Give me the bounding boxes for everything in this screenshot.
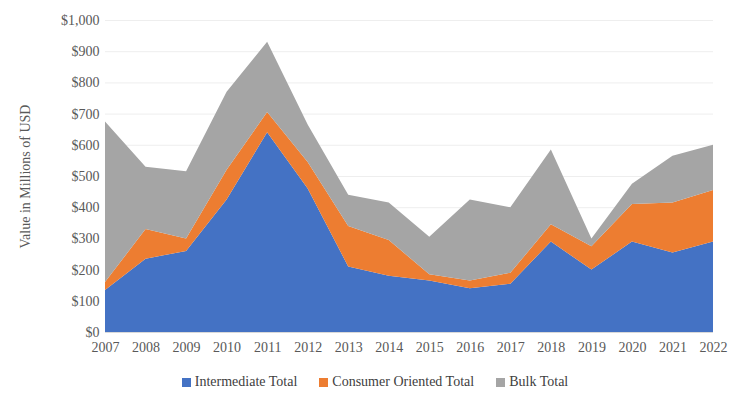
svg-text:2015: 2015 — [416, 340, 444, 355]
svg-text:2018: 2018 — [537, 340, 565, 355]
html-text:Bulk Total: Bulk Total — [509, 374, 569, 389]
svg-text:$500: $500 — [72, 169, 100, 184]
svg-text:$1,000: $1,000 — [61, 13, 100, 28]
html-text:Consumer Oriented Total: Consumer Oriented Total — [332, 374, 475, 389]
svg-text:Value in Millions of USD: Value in Millions of USD — [18, 105, 33, 249]
svg-text:2021: 2021 — [659, 340, 687, 355]
svg-text:2016: 2016 — [456, 340, 484, 355]
svg-text:2008: 2008 — [132, 340, 160, 355]
svg-text:2012: 2012 — [294, 340, 322, 355]
svg-text:$400: $400 — [72, 200, 100, 215]
svg-text:$700: $700 — [72, 107, 100, 122]
svg-text:2022: 2022 — [700, 340, 728, 355]
svg-text:2017: 2017 — [497, 340, 525, 355]
svg-text:2011: 2011 — [254, 340, 281, 355]
svg-text:2010: 2010 — [213, 340, 241, 355]
svg-text:$0: $0 — [86, 325, 100, 340]
html-text:Intermediate Total: Intermediate Total — [194, 374, 298, 389]
svg-text:2009: 2009 — [173, 340, 201, 355]
svg-text:$300: $300 — [72, 231, 100, 246]
svg-text:2013: 2013 — [335, 340, 363, 355]
svg-text:2007: 2007 — [92, 340, 120, 355]
svg-text:$200: $200 — [72, 263, 100, 278]
svg-text:$600: $600 — [72, 138, 100, 153]
svg-text:$100: $100 — [72, 294, 100, 309]
svg-text:2019: 2019 — [578, 340, 606, 355]
svg-text:2020: 2020 — [618, 340, 646, 355]
svg-text:2014: 2014 — [375, 340, 403, 355]
svg-text:$900: $900 — [72, 44, 100, 59]
svg-text:$800: $800 — [72, 75, 100, 90]
